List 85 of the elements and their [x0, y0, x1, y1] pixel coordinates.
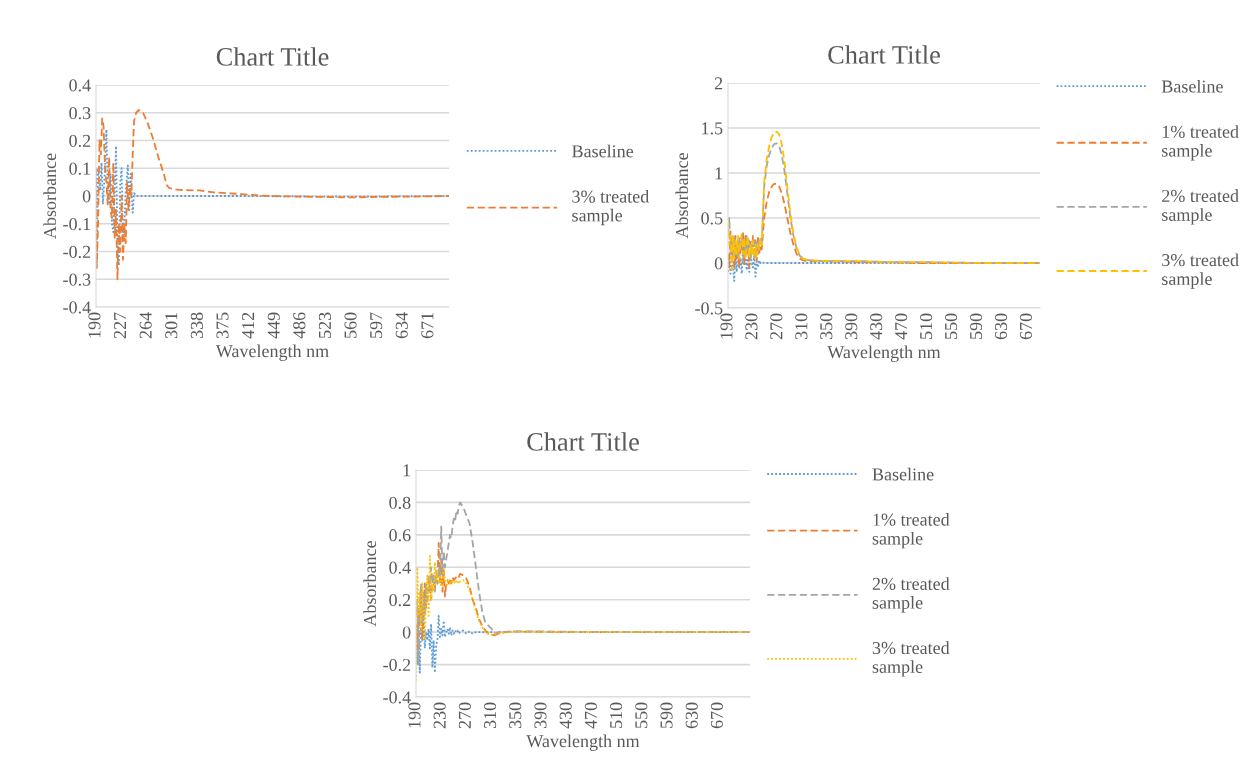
x-tick-label: 510: [610, 702, 623, 728]
y-axis-title: Absorbance: [675, 153, 689, 239]
x-axis-title: Wavelength nm: [215, 344, 329, 361]
legend-label: 3% treated sample: [872, 641, 950, 677]
x-tick-label: 310: [795, 313, 808, 340]
x-tick-label: 590: [660, 702, 673, 728]
y-tick-label: 1: [715, 167, 723, 180]
y-tick-label: 0.8: [389, 496, 411, 509]
x-tick-label: 270: [458, 702, 471, 729]
x-tick-label: 310: [483, 702, 497, 729]
y-tick-label: -0.5: [695, 302, 723, 315]
y-tick-label: 0.1: [69, 162, 91, 175]
x-tick-label: 390: [845, 313, 858, 340]
y-tick-label: -0.4: [63, 301, 91, 314]
x-tick-label: 190: [720, 313, 733, 339]
x-tick-label: 270: [770, 313, 783, 340]
x-tick-label: 550: [635, 702, 648, 728]
x-tick-label: 634: [395, 312, 408, 339]
y-tick-label: 0.4: [69, 79, 91, 92]
x-tick-label: 630: [994, 313, 1008, 340]
y-tick-label: 1.5: [702, 122, 723, 135]
x-tick-label: 510: [920, 313, 933, 339]
y-tick-label: 0: [82, 190, 91, 203]
x-tick-label: 350: [509, 702, 522, 729]
y-tick-label: 0.3: [69, 107, 91, 120]
y-tick-label: -0.3: [63, 273, 91, 286]
x-tick-label: 597: [370, 312, 383, 338]
x-tick-label: 230: [433, 702, 446, 729]
x-tick-label: 670: [1019, 313, 1033, 340]
y-tick-label: 0.4: [389, 561, 411, 574]
legend-label: Baseline: [1161, 79, 1223, 93]
x-tick-label: 671: [421, 312, 434, 339]
legend-label: 2% treated sample: [1162, 189, 1239, 225]
y-tick-label: 2: [714, 77, 723, 90]
y-tick-label: -0.2: [383, 658, 411, 672]
legend-label: 3% treated sample: [572, 189, 650, 226]
x-tick-label: 630: [685, 702, 698, 729]
x-tick-label: 264: [139, 312, 152, 339]
chart-title: Chart Title: [828, 45, 940, 64]
y-tick-label: 1: [403, 464, 411, 477]
y-axis-title: Absorbance: [363, 541, 377, 627]
y-tick-label: 0.6: [389, 529, 411, 542]
y-tick-label: -0.4: [383, 691, 411, 704]
y-tick-label: 0.2: [69, 134, 91, 148]
x-tick-label: 350: [820, 313, 833, 340]
line-series: [96, 109, 449, 281]
y-tick-label: 0: [402, 626, 411, 639]
x-tick-label: 190: [88, 312, 101, 338]
y-tick-label: 0.2: [389, 593, 411, 607]
x-tick-label: 301: [165, 312, 178, 339]
x-tick-label: 550: [944, 313, 958, 339]
line-series: [416, 615, 496, 674]
x-tick-label: 430: [870, 313, 883, 340]
x-tick-label: 230: [745, 313, 758, 340]
x-tick-label: 338: [190, 312, 203, 339]
y-tick-label: -0.2: [63, 245, 91, 259]
x-tick-label: 390: [534, 702, 547, 729]
x-tick-label: 430: [559, 702, 572, 729]
legend-label: 1% treated sample: [1162, 125, 1239, 161]
x-tick-label: 375: [216, 312, 229, 339]
x-tick-label: 670: [710, 702, 724, 729]
legend-label: Baseline: [572, 144, 634, 158]
chart-title: Chart Title: [216, 47, 329, 66]
x-tick-label: 190: [408, 702, 421, 728]
legend-label: 1% treated sample: [872, 513, 950, 549]
x-tick-label: 412: [242, 312, 254, 339]
y-tick-label: 0: [714, 257, 723, 270]
x-tick-label: 470: [584, 702, 597, 729]
y-tick-label: 0.5: [701, 212, 723, 225]
x-tick-label: 560: [344, 312, 357, 338]
legend-label: 2% treated sample: [872, 577, 950, 613]
x-axis-title: Wavelength nm: [827, 345, 941, 362]
legend-label: Baseline: [872, 467, 934, 481]
y-tick-label: -0.1: [63, 218, 91, 231]
x-tick-label: 449: [267, 312, 280, 339]
line-series: [416, 501, 750, 666]
legend-label: 3% treated sample: [1162, 253, 1239, 289]
x-tick-label: 470: [895, 313, 908, 340]
x-axis-title: Wavelength nm: [526, 734, 640, 751]
y-axis-title: Absorbance: [43, 153, 57, 239]
x-tick-label: 590: [969, 313, 983, 339]
chart-title: Chart Title: [527, 432, 639, 451]
x-tick-label: 227: [114, 312, 126, 339]
x-tick-label: 523: [318, 312, 332, 338]
x-tick-label: 486: [293, 312, 306, 339]
